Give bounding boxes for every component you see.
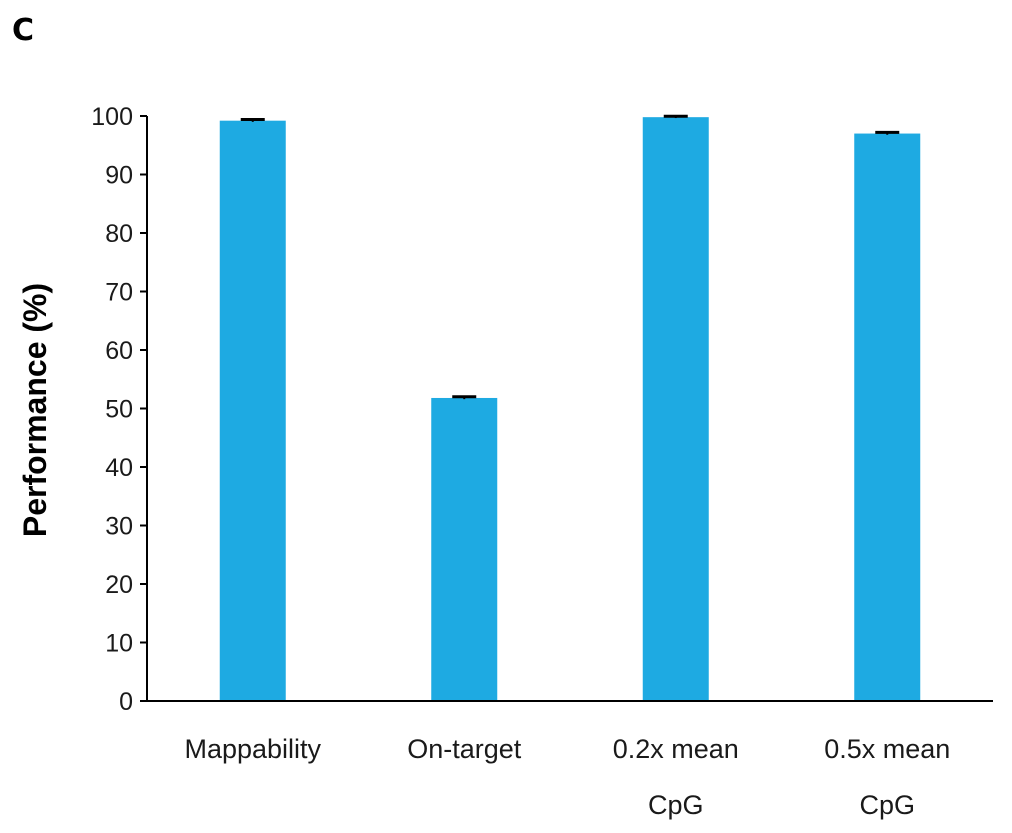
bar: [854, 133, 921, 702]
x-category-label: Mappability: [184, 734, 321, 764]
bar: [431, 397, 498, 701]
x-category-label: 0.5x mean: [824, 734, 950, 764]
y-tick-label: 40: [105, 454, 133, 482]
y-axis-ticks: 0 10 20 30 40 50 60 70 80 90 100: [91, 103, 147, 716]
y-tick-label: 90: [105, 162, 133, 190]
x-category-label: On-target: [407, 734, 522, 764]
y-tick-label: 60: [105, 337, 133, 365]
x-category-label: CpG: [648, 790, 704, 820]
y-tick-label: 10: [105, 630, 133, 658]
y-tick-label: 80: [105, 220, 133, 248]
y-tick-label: 50: [105, 396, 133, 424]
panel-label: C: [12, 13, 34, 48]
x-category-label: 0.2x mean: [613, 734, 739, 764]
x-category-label: CpG: [859, 790, 915, 820]
y-axis-label: Performance (%): [17, 283, 53, 537]
y-tick-label: 20: [105, 571, 133, 599]
bar: [219, 120, 286, 702]
y-tick-label: 0: [119, 688, 133, 716]
y-tick-label: 30: [105, 513, 133, 541]
y-tick-label: 100: [91, 103, 133, 131]
y-tick-label: 70: [105, 279, 133, 307]
bars: [219, 114, 921, 702]
bar: [642, 117, 709, 702]
x-axis-labels: Mappability On-target 0.2x mean CpG 0.5x mea…: [184, 734, 950, 820]
